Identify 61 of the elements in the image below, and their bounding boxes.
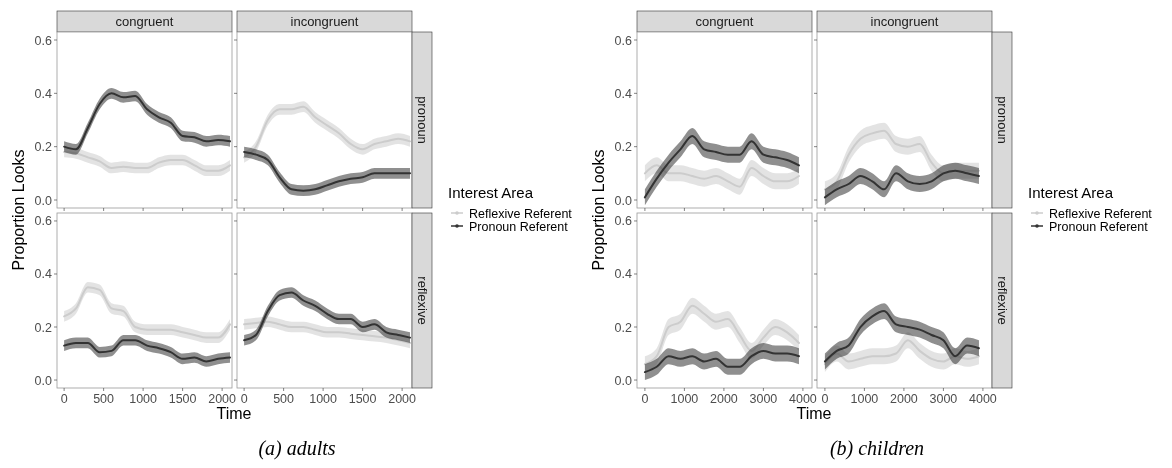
y-tick-label: 0.6	[614, 33, 633, 48]
chart-title: congruent	[695, 14, 754, 29]
text: (b) children	[829, 437, 925, 460]
x-tick-label: 1000	[670, 392, 699, 406]
x-tick-label: 3000	[749, 392, 778, 406]
legend-label: Pronoun Referent	[1049, 219, 1149, 234]
text: pronoun	[995, 96, 1010, 144]
chart-title: congruent	[115, 14, 174, 29]
x-tick-label: 4000	[789, 392, 817, 406]
x-tick-label: 500	[273, 392, 295, 406]
text: reflexive	[995, 276, 1010, 325]
x-tick-label: 2000	[388, 392, 417, 406]
y-tick-label: 0.2	[34, 140, 53, 155]
x-tick-label: 4000	[969, 392, 997, 406]
x-tick-label: 0	[641, 392, 649, 406]
y-tick-label: 0.0	[614, 373, 633, 388]
x-tick-label: 3000	[929, 392, 958, 406]
x-tick-label: 2000	[890, 392, 918, 406]
line-series	[643, 304, 800, 366]
y-axis-title: Proportion Looks	[590, 149, 607, 271]
legend-label: Pronoun Referent	[469, 219, 569, 234]
legend-label: Reflexive Referent	[469, 206, 573, 221]
line-series	[643, 135, 800, 199]
x-tick-label: 0	[821, 392, 829, 406]
y-tick-label: 0.6	[34, 33, 53, 48]
legend-label: Reflexive Referent	[1049, 206, 1153, 221]
y-tick-label: 0.2	[614, 320, 633, 335]
y-tick-label: 0.2	[614, 140, 633, 155]
x-axis-title: Time	[796, 405, 832, 422]
x-tick-label: 2000	[710, 392, 738, 406]
text: (a) adults	[258, 437, 336, 460]
y-tick-label: 0.4	[614, 86, 633, 101]
chart-title: incongruent	[870, 14, 939, 29]
line-series	[643, 349, 800, 374]
chart-title: incongruent	[290, 14, 359, 29]
x-tick-label: 1000	[850, 392, 879, 406]
y-tick-label: 0.4	[34, 267, 53, 282]
line-series	[63, 339, 232, 363]
y-tick-label: 0.0	[34, 373, 53, 388]
x-tick-label: 1500	[168, 392, 197, 406]
y-tick-label: 0.6	[614, 214, 633, 229]
line-series	[643, 164, 800, 188]
x-tick-label: 1500	[348, 392, 377, 406]
y-axis-title: Proportion Looks	[10, 149, 27, 271]
x-tick-label: 0	[240, 392, 248, 406]
text: pronoun	[415, 96, 430, 144]
legend-title: Interest Area	[448, 184, 534, 201]
legend-title: Interest Area	[1028, 184, 1114, 201]
x-tick-label: 0	[60, 392, 68, 406]
text: reflexive	[415, 276, 430, 325]
y-tick-label: 0.4	[34, 86, 53, 101]
x-tick-label: 2000	[208, 392, 237, 406]
x-tick-label: 1000	[129, 392, 158, 406]
x-tick-label: 500	[93, 392, 115, 406]
y-tick-label: 0.0	[34, 193, 53, 208]
y-tick-label: 0.0	[614, 193, 633, 208]
y-tick-label: 0.2	[34, 320, 53, 335]
y-tick-label: 0.4	[614, 267, 633, 282]
x-tick-label: 1000	[309, 392, 338, 406]
y-tick-label: 0.6	[34, 214, 53, 229]
x-axis-title: Time	[216, 405, 252, 422]
